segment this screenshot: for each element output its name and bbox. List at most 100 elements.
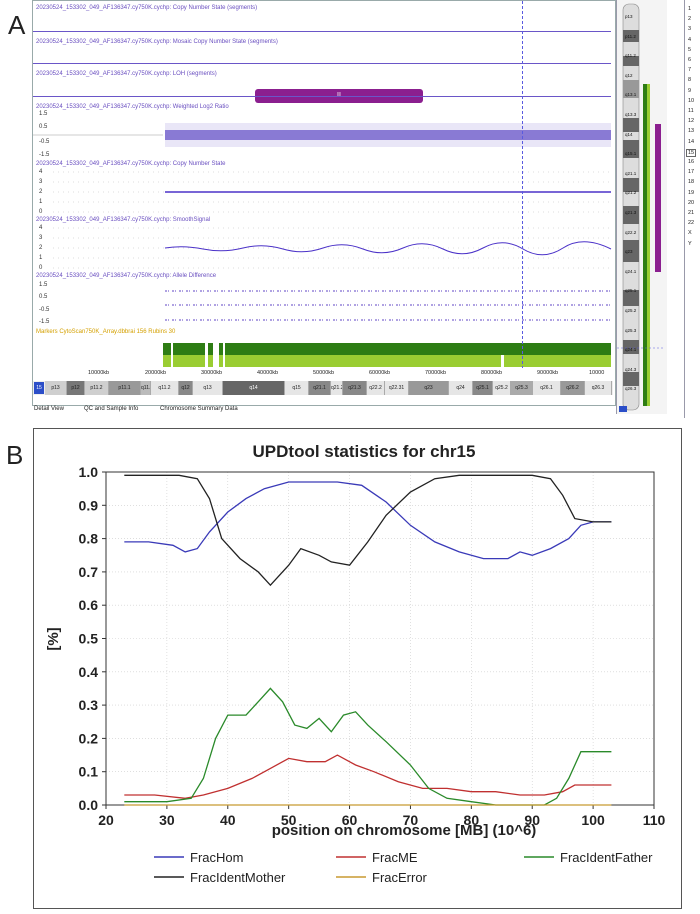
track-line: [33, 63, 611, 64]
detail-view[interactable]: 20230524_153302_049_AF136347.cy750K.cych…: [32, 0, 616, 406]
ideogram-graphic: [617, 3, 665, 412]
ideogram-band-label: q25.1: [625, 288, 637, 294]
band: q14: [223, 381, 285, 395]
y-tick: 4: [39, 225, 43, 231]
track-title-log2: 20230524_153302_049_AF136347.cy750K.cych…: [36, 104, 229, 110]
smooth-signal-plot: [53, 227, 612, 269]
ideogram-band-label: q21.1: [625, 170, 637, 176]
chromosome-item-13[interactable]: 13: [688, 128, 695, 135]
ideogram-band-label: q13.1: [625, 92, 637, 98]
y-tick: 1.5: [39, 111, 48, 117]
x-tick-label: 40: [220, 812, 236, 828]
track-title-cn-state: 20230524_153302_049_AF136347.cy750K.cych…: [36, 161, 226, 167]
kb-tick: 30000kb: [201, 370, 223, 376]
x-tick-label: 50: [281, 812, 297, 828]
kb-tick: 40000kb: [257, 370, 279, 376]
chromosome-item-1[interactable]: 1: [688, 6, 692, 12]
y-tick-label: 0.4: [79, 664, 99, 680]
chromosome-item-2[interactable]: 2: [688, 16, 692, 23]
chromosome-item-9[interactable]: 9: [688, 87, 692, 94]
chromosome-list[interactable]: 1 2 3 4 5 6 7 8 9 10 11 12 13 14 15 16 17 18 19 20 21 22 X Y: [684, 0, 700, 418]
tab-chromosome-summary[interactable]: Chromosome Summary Data: [160, 406, 238, 412]
tab-detail-view[interactable]: Detail View: [34, 406, 64, 412]
y-tick-label: 0.7: [79, 564, 99, 580]
ideogram-band-label: q25.2: [625, 308, 637, 313]
y-axis-label: [%]: [45, 627, 62, 650]
chromosome-item-15[interactable]: 15: [686, 148, 697, 157]
track-title-allele: 20230524_153302_049_AF136347.cy750K.cych…: [36, 273, 217, 279]
chromosome-item-16[interactable]: 16: [688, 159, 695, 165]
chromosome-item-12[interactable]: 12: [688, 118, 695, 125]
chromosome-item-19[interactable]: 19: [688, 189, 695, 196]
y-tick: 2: [39, 245, 43, 251]
chromosome-item-21[interactable]: 21: [688, 210, 695, 216]
y-tick-label: 0.5: [79, 631, 99, 647]
legend-label-fracidentmother: FracIdentMother: [190, 870, 286, 885]
axes: 0.0 0.1 0.2 0.3 0.4 0.5 0.6 0.7 0.8 0.9 1.0 20 30 40 5…: [79, 464, 666, 828]
ideogram-band-label: q24.1: [625, 347, 637, 353]
kb-tick: 50000kb: [313, 370, 335, 376]
kb-axis: 10000kb 20000kb 30000kb 40000kb 50000kb …: [33, 368, 613, 380]
x-tick-label: 30: [159, 812, 175, 828]
chromosome-item-18[interactable]: 18: [688, 179, 695, 186]
x-tick-label: 20: [98, 812, 114, 828]
band: q13: [193, 381, 223, 395]
chromosome-item-Y[interactable]: Y: [688, 240, 692, 247]
chromosome-item-11[interactable]: 11: [688, 108, 694, 114]
panel-b-label: B: [6, 440, 24, 470]
ideogram-band-label: q24.3: [625, 366, 637, 372]
y-tick-label: 0.6: [79, 597, 99, 613]
view-tabs: Detail View QC and Sample Info Chromosom…: [32, 404, 614, 417]
kb-tick: 10000: [589, 370, 605, 376]
y-tick: 2: [39, 189, 43, 195]
log2-scatter: [33, 123, 611, 147]
band: p11.1: [109, 381, 141, 395]
legend-label-fracidentfather: FracIdentFather: [560, 850, 653, 865]
band: q11.2: [151, 381, 179, 395]
ideogram-band-label: q21.3: [625, 210, 637, 215]
chromosome-item-14[interactable]: 14: [688, 138, 695, 145]
y-tick: -0.5: [39, 307, 50, 313]
updtool-chart-panel: UPDtool statistics for chr15 0.0 0.1 0.2 0.…: [33, 428, 682, 909]
ideogram-band-label: q24.1: [625, 268, 637, 274]
y-tick-label: 0.9: [79, 497, 99, 513]
updtool-chart: UPDtool statistics for chr15 0.00.10.20.…: [45, 442, 666, 885]
x-axis-label: position on chromosome [MB] (10^6): [272, 822, 537, 839]
ideogram-band-label: q22.2: [625, 229, 637, 235]
position-cursor[interactable]: [522, 1, 523, 379]
chromosome-item-X[interactable]: X: [688, 230, 692, 237]
ideogram-band-label: p13: [625, 14, 633, 19]
markers-label: Markers CytoScan750K_Array.dbbrai 156 Ru…: [36, 329, 176, 335]
kb-tick: 90000kb: [537, 370, 559, 376]
chromosome-item-4[interactable]: 4: [688, 36, 692, 43]
band: q26.2: [561, 381, 585, 395]
marker-density: [163, 343, 611, 367]
chromosome-item-20[interactable]: 20: [688, 199, 695, 206]
track-title-loh: 20230524_153302_049_AF136347.cy750K.cych…: [36, 71, 217, 77]
y-tick: 0: [39, 265, 43, 271]
chromosome-item-5[interactable]: 5: [688, 46, 692, 53]
chromosome-item-7[interactable]: 7: [688, 67, 692, 74]
chromosome-item-8[interactable]: 8: [688, 77, 692, 84]
y-tick: -1.5: [39, 152, 50, 158]
band: q21.2: [331, 381, 343, 395]
band: q12: [179, 381, 193, 395]
band: q23: [409, 381, 449, 395]
chromosome-band-strip: 15 p13 p12 p11.2 p11.1 q11.1 q11.2 q12 q…: [33, 381, 613, 395]
y-tick: 3: [39, 235, 43, 241]
tab-qc-sample-info[interactable]: QC and Sample Info: [84, 406, 139, 412]
chromosome-item-22[interactable]: 22: [688, 220, 695, 227]
ideogram-band-label: q12: [625, 72, 633, 78]
band: p12: [67, 381, 85, 395]
chromosome-item-6[interactable]: 6: [688, 57, 692, 63]
kb-tick: 80000kb: [481, 370, 503, 376]
track-line: [33, 31, 611, 32]
y-tick-label: 1.0: [79, 464, 99, 480]
x-tick-label: 80: [464, 812, 480, 828]
chromosome-item-17[interactable]: 17: [688, 169, 695, 176]
y-tick: -1.5: [39, 319, 50, 325]
chromosome-item-3[interactable]: 3: [688, 26, 692, 33]
series-fracidentfather: [124, 687, 612, 806]
chromosome-ideogram[interactable]: p13 p11.2 q11.2 q12 q13.1 q13.3 q14 q15.1 q21.1 q…: [616, 0, 667, 414]
chromosome-item-10[interactable]: 10: [688, 97, 695, 104]
